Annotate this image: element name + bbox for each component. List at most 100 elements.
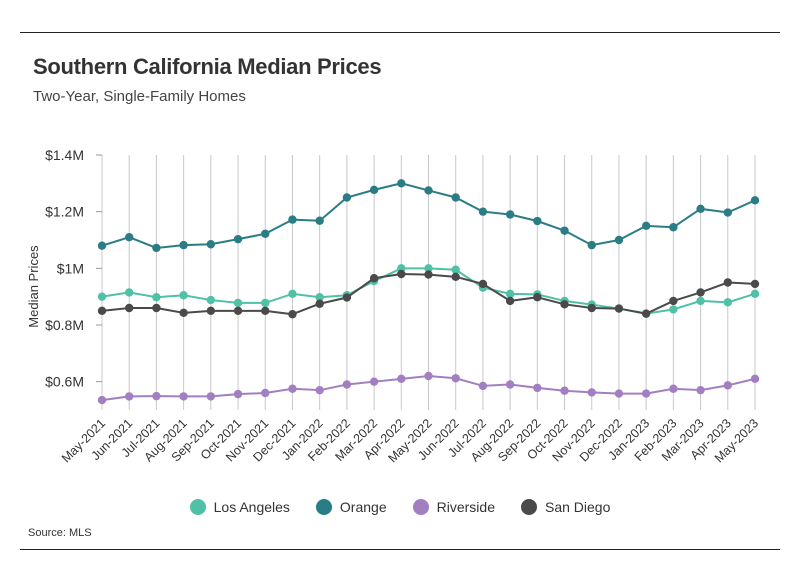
y-tick-label: $1M: [57, 260, 84, 276]
data-point-orange: [233, 234, 243, 244]
data-point-riverside: [97, 395, 107, 405]
data-point-san-diego: [723, 278, 732, 287]
y-tick-label: $0.8M: [45, 317, 84, 333]
data-point-los-angeles: [179, 291, 188, 300]
data-point-riverside: [587, 388, 596, 397]
data-point-san-diego: [478, 279, 488, 289]
data-point-riverside: [533, 383, 542, 393]
y-tick-label: $1.2M: [45, 204, 84, 220]
data-point-san-diego: [505, 296, 515, 306]
data-point-orange: [179, 240, 188, 250]
data-point-riverside: [478, 381, 488, 391]
data-point-san-diego: [315, 299, 324, 308]
data-point-los-angeles: [696, 296, 705, 306]
data-point-los-angeles: [505, 289, 515, 299]
data-point-los-angeles: [723, 298, 732, 307]
data-point-orange: [97, 241, 107, 250]
data-point-san-diego: [97, 306, 107, 316]
data-point-riverside: [342, 380, 352, 389]
data-point-san-diego: [261, 306, 270, 316]
data-point-orange: [533, 216, 542, 226]
data-point-riverside: [152, 391, 161, 401]
chart-title: Southern California Median Prices: [33, 54, 382, 79]
data-point-riverside: [696, 385, 705, 395]
data-point-los-angeles: [424, 264, 433, 273]
legend-label: San Diego: [544, 499, 611, 515]
source-note: Source: MLS: [28, 527, 92, 539]
data-point-los-angeles: [669, 305, 678, 314]
data-point-riverside: [125, 392, 134, 401]
data-point-riverside: [505, 380, 515, 389]
data-point-orange: [669, 223, 678, 232]
data-point-san-diego: [533, 293, 542, 302]
data-point-riverside: [451, 374, 460, 383]
data-point-orange: [397, 179, 406, 188]
data-point-riverside: [261, 388, 270, 398]
data-point-los-angeles: [315, 293, 324, 302]
data-point-los-angeles: [261, 298, 270, 308]
data-point-san-diego: [369, 274, 379, 283]
data-point-orange: [560, 226, 569, 235]
data-point-san-diego: [451, 272, 460, 282]
data-point-los-angeles: [206, 295, 216, 305]
data-point-riverside: [424, 371, 433, 381]
data-point-orange: [206, 240, 216, 249]
data-point-los-angeles: [750, 289, 760, 299]
data-point-san-diego: [125, 303, 134, 313]
data-point-san-diego: [669, 296, 678, 306]
data-point-los-angeles: [97, 292, 107, 301]
data-point-san-diego: [288, 310, 297, 319]
data-point-san-diego: [206, 306, 216, 316]
data-point-san-diego: [641, 309, 651, 318]
legend-swatch: [315, 499, 332, 515]
data-point-orange: [641, 221, 651, 231]
data-point-san-diego: [233, 306, 243, 316]
data-point-orange: [451, 193, 460, 202]
chart-legend: Los Angeles Orange Riverside San Diego: [0, 499, 800, 515]
data-point-riverside: [369, 377, 379, 386]
legend-item-san-diego: San Diego: [520, 499, 611, 515]
data-point-orange: [261, 229, 270, 238]
data-point-orange: [152, 243, 161, 253]
data-point-riverside: [723, 381, 732, 390]
data-point-riverside: [233, 389, 243, 399]
data-point-los-angeles: [451, 265, 460, 274]
legend-swatch: [412, 499, 429, 515]
legend-label: Riverside: [436, 499, 495, 515]
data-point-san-diego: [750, 279, 760, 289]
data-point-riverside: [560, 386, 569, 395]
data-point-riverside: [288, 384, 297, 393]
data-point-orange: [587, 240, 596, 250]
legend-swatch: [189, 499, 206, 515]
y-tick-label: $0.6M: [45, 374, 84, 390]
data-point-riverside: [750, 374, 760, 384]
data-point-los-angeles: [288, 289, 297, 299]
data-point-los-angeles: [152, 293, 161, 302]
data-point-orange: [125, 232, 134, 242]
data-point-san-diego: [342, 293, 352, 302]
data-point-riverside: [179, 392, 188, 401]
data-point-orange: [342, 193, 352, 202]
legend-label: Los Angeles: [213, 499, 290, 515]
data-point-orange: [478, 207, 488, 216]
legend-item-los-angeles: Los Angeles: [189, 499, 290, 515]
data-point-riverside: [315, 385, 324, 395]
data-point-san-diego: [152, 303, 161, 313]
top-rule: [20, 32, 780, 33]
data-point-riverside: [614, 389, 624, 398]
bottom-rule: [20, 549, 780, 550]
data-point-los-angeles: [125, 288, 134, 297]
data-point-orange: [369, 185, 379, 195]
legend-label: Orange: [339, 499, 387, 515]
data-point-orange: [505, 210, 515, 219]
data-point-san-diego: [560, 300, 569, 309]
legend-item-orange: Orange: [315, 499, 387, 515]
data-point-san-diego: [587, 303, 596, 313]
data-point-riverside: [669, 384, 678, 393]
data-point-orange: [750, 196, 760, 205]
legend-item-riverside: Riverside: [412, 499, 495, 515]
data-point-orange: [723, 208, 732, 217]
data-point-san-diego: [696, 288, 705, 297]
data-point-orange: [288, 215, 297, 224]
